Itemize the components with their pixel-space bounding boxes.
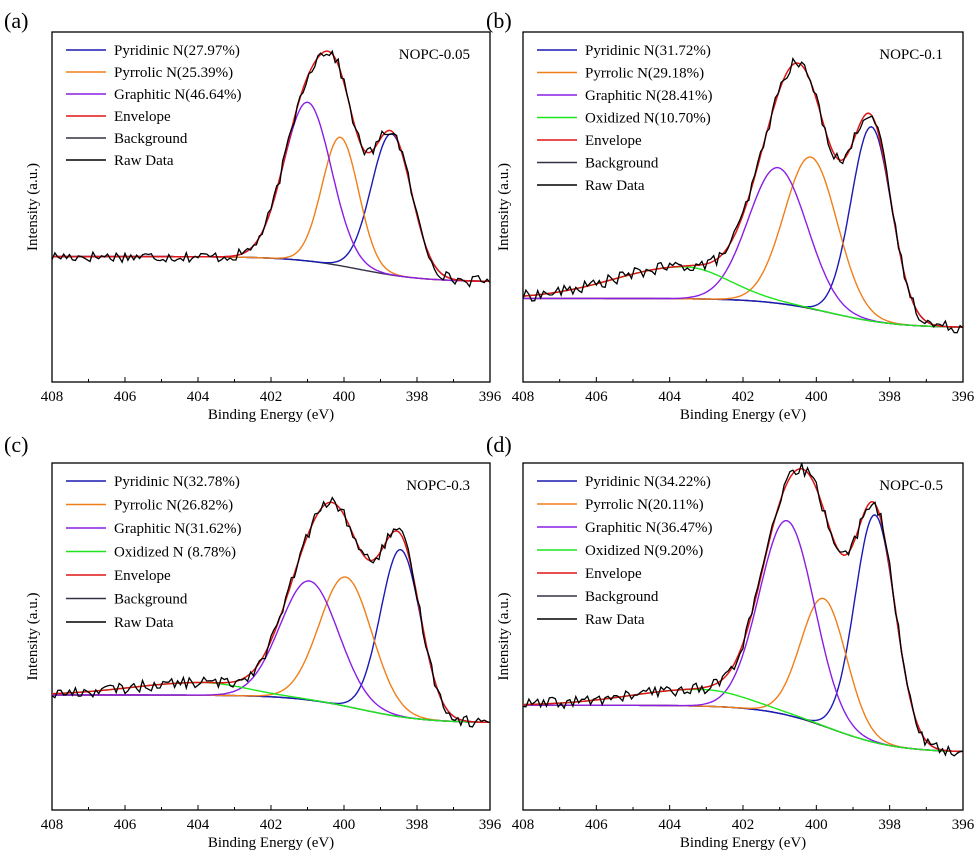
legend-label: Envelope [114,568,171,584]
sample-label: NOPC-0.3 [406,478,470,494]
x-tick-label: 406 [114,817,137,833]
legend-label: Pyrrolic N(29.18%) [585,66,704,82]
y-axis-title: Intensity (a.u.) [496,593,512,681]
legend-label: Envelope [114,109,171,125]
legend-label: Background [585,156,659,172]
y-axis-title: Intensity (a.u.) [25,163,41,251]
y-axis-title: Intensity (a.u.) [496,163,512,251]
x-axis-title: Binding Energy (eV) [208,835,334,851]
legend-label: Pyridinic N(32.78%) [114,474,240,490]
x-tick-label: 396 [479,817,502,833]
x-tick-label: 408 [41,389,64,405]
sample-label: NOPC-0.05 [399,47,470,63]
x-tick-label: 398 [406,389,429,405]
x-tick-label: 402 [732,817,755,833]
raw-data-line [52,496,490,728]
x-tick-label: 402 [260,389,283,405]
plot-frame [522,31,964,383]
legend-label: Pyrrolic N(20.11%) [585,497,704,513]
x-tick-label: 398 [406,817,429,833]
x-tick-label: 396 [952,389,975,405]
legend-label: Raw Data [114,153,174,169]
legend-label: Background [114,592,188,608]
x-tick-label: 408 [41,817,64,833]
x-tick-label: 404 [187,817,210,833]
x-tick-label: 404 [658,389,681,405]
legend: Pyridinic N(32.78%) Pyrrolic N(26.82%) Gra… [66,474,241,631]
x-tick-label: 400 [333,389,356,405]
legend-label: Oxidized N(9.20%) [585,543,703,559]
panel-letter: (d) [486,432,512,457]
legend-label: Raw Data [585,178,645,194]
data-area [523,57,963,334]
x-tick-label: 402 [732,389,755,405]
raw-data-line [52,49,490,288]
legend-label: Pyridinic N(31.72%) [585,43,711,59]
legend-label: Background [585,589,659,605]
x-tick-label: 400 [805,389,828,405]
panel-letter: (c) [4,432,28,457]
panel-letter: (a) [4,8,28,33]
legend-label: Graphitic N(28.41%) [585,88,712,104]
sample-label: NOPC-0.1 [879,47,943,63]
x-tick-label: 406 [585,389,608,405]
legend-label: Graphitic N(36.47%) [585,520,712,536]
legend-label: Envelope [585,566,642,582]
legend-label: Graphitic N(31.62%) [114,521,241,537]
raw-data-line [523,57,963,334]
background-line [523,704,963,753]
data-area [52,496,490,728]
raw-data-line [523,463,963,757]
x-tick-label: 404 [658,817,681,833]
legend-label: Background [114,131,188,147]
x-tick-label: 400 [805,817,828,833]
legend-label: Pyridinic N(27.97%) [114,43,240,59]
data-area [52,49,490,288]
panel-a: (a) 408 406 404 402 400 398 396 Binding Energy (… [4,8,502,423]
x-tick-label: 408 [512,817,535,833]
legend-label: Raw Data [585,612,645,628]
panel-b: (b) 408 406 404 402 400 398 396 Binding Energy (… [486,8,975,423]
legend-label: Pyrrolic N(25.39%) [114,65,233,81]
x-tick-label: 398 [878,389,901,405]
x-axis-title: Binding Energy (eV) [680,407,806,423]
x-tick-label: 408 [512,389,535,405]
x-tick-label: 396 [952,817,975,833]
legend-label: Pyridinic N(34.22%) [585,474,711,490]
background-line [52,255,490,282]
y-axis-title: Intensity (a.u.) [25,593,41,681]
panel-c: (c) 408 406 404 402 400 398 396 Binding Energy (… [4,432,502,851]
x-tick-label: 398 [878,817,901,833]
legend-label: Oxidized N (8.78%) [114,545,236,561]
panel-d: (d) 408 406 404 402 400 398 396 Binding Energy (… [486,432,975,851]
x-axis-title: Binding Energy (eV) [680,835,806,851]
x-axis-title: Binding Energy (eV) [208,407,334,423]
x-tick-label: 396 [479,389,502,405]
plot-frame [522,462,964,811]
legend-label: Pyrrolic N(26.82%) [114,498,233,514]
panel-letter: (b) [486,8,512,33]
x-tick-label: 402 [260,817,283,833]
legend-label: Envelope [585,133,642,149]
legend: Pyridinic N(34.22%) Pyrrolic N(20.11%) Gra… [537,474,712,628]
legend-label: Raw Data [114,615,174,631]
legend: Pyridinic N(31.72%) Pyrrolic N(29.18%) Gra… [537,43,712,194]
x-tick-label: 406 [114,389,137,405]
legend-label: Graphitic N(46.64%) [114,87,241,103]
component-oxidized-line [523,266,963,328]
x-tick-label: 406 [585,817,608,833]
data-area [523,463,963,757]
legend-label: Oxidized N(10.70%) [585,111,711,127]
legend: Pyridinic N(27.97%) Pyrrolic N(25.39%) Gra… [66,43,241,169]
x-tick-label: 400 [333,817,356,833]
sample-label: NOPC-0.5 [879,478,943,494]
x-tick-label: 404 [187,389,210,405]
